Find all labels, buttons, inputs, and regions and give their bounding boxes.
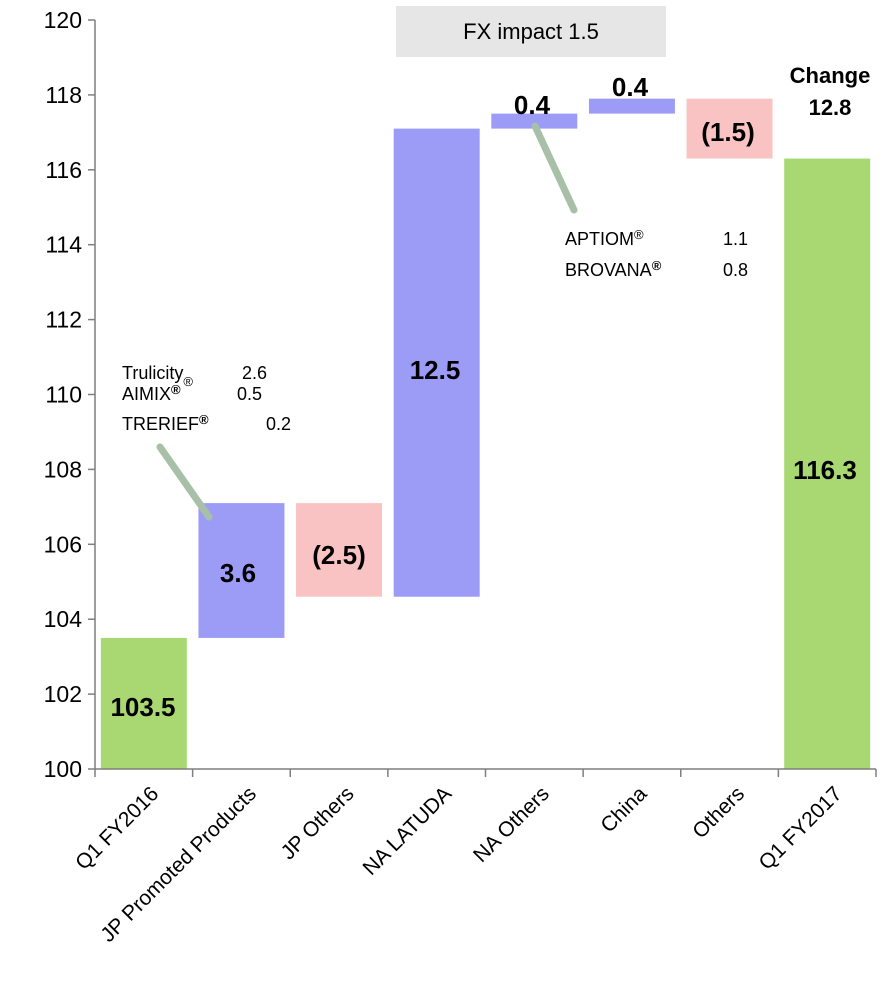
annotation-value: 0.2 [266, 414, 291, 434]
y-tick-label: 114 [45, 232, 82, 258]
data-label: 0.4 [612, 72, 649, 102]
bar-jp-promoted-products [198, 503, 285, 638]
registered-mark: ® [634, 227, 644, 242]
bar-others [686, 98, 773, 159]
data-label: 3.6 [220, 558, 256, 588]
fx-impact-label: FX impact 1.5 [463, 19, 599, 44]
x-tick-label: Others [688, 782, 749, 843]
registered-mark: ® [199, 412, 209, 427]
bar-q1-fy2017 [784, 158, 871, 769]
na-others-annotation: APTIOM® 1.1 BROVANA® 0.8 [565, 227, 748, 280]
annotation-name: AIMIX [122, 384, 171, 404]
bar-china [588, 98, 675, 114]
data-label: 12.5 [410, 355, 461, 385]
svg-text:APTIOM®: APTIOM® [565, 227, 644, 249]
x-tick-label: Q1 FY2016 [71, 782, 163, 874]
annotation-value: 0.8 [723, 260, 748, 280]
registered-mark: ® [171, 382, 181, 397]
na-others-leader-line [531, 122, 578, 214]
fx-impact-box [396, 6, 666, 57]
jp-promoted-annotation: Trulicity® 2.6 AIMIX® 0.5 TRERIEF® 0.2 [122, 363, 291, 434]
data-label: 103.5 [110, 692, 175, 722]
registered-mark: ® [652, 258, 662, 273]
x-tick-label: JP Others [277, 782, 359, 864]
annotation-name: Trulicity [122, 363, 183, 383]
svg-text:Trulicity®: Trulicity® [122, 363, 193, 389]
jp-promoted-leader-line [156, 443, 213, 521]
y-tick-label: 118 [45, 82, 82, 108]
svg-text:AIMIX®: AIMIX® [122, 382, 181, 404]
x-tick-label: China [596, 782, 651, 837]
bar-jp-others [296, 503, 383, 597]
change-title: Change [790, 63, 871, 88]
bar-na-latuda [393, 128, 480, 597]
y-tick-label: 104 [44, 606, 83, 632]
annotation-value: 2.6 [242, 363, 267, 383]
annotation-name: TRERIEF [122, 414, 199, 434]
svg-text:TRERIEF®: TRERIEF® [122, 412, 209, 434]
data-label: 0.4 [514, 90, 551, 120]
svg-text:BROVANA®: BROVANA® [565, 258, 662, 280]
data-label: (2.5) [312, 540, 365, 570]
y-tick-label: 108 [44, 456, 82, 482]
x-tick-label: Q1 FY2017 [755, 782, 847, 874]
data-label: (1.5) [701, 117, 754, 147]
annotation-value: 1.1 [723, 229, 748, 249]
annotation-name: BROVANA [565, 260, 652, 280]
annotation-value: 0.5 [237, 384, 262, 404]
y-tick-label: 116 [45, 157, 82, 183]
y-tick-label: 110 [45, 382, 82, 408]
x-tick-label: NA LATUDA [359, 782, 457, 880]
y-tick-label: 112 [45, 307, 82, 333]
y-tick-label: 100 [44, 756, 82, 782]
y-tick-label: 106 [44, 531, 82, 557]
y-tick-label: 120 [44, 7, 82, 33]
y-tick-label: 102 [44, 681, 82, 707]
change-value: 12.8 [809, 95, 852, 120]
x-tick-label: NA Others [469, 782, 554, 867]
data-label: 116.3 [793, 455, 857, 485]
bar-na-others [491, 113, 578, 129]
registered-mark: ® [183, 374, 193, 389]
annotation-name: APTIOM [565, 229, 634, 249]
bar-q1-fy2016 [100, 637, 187, 769]
